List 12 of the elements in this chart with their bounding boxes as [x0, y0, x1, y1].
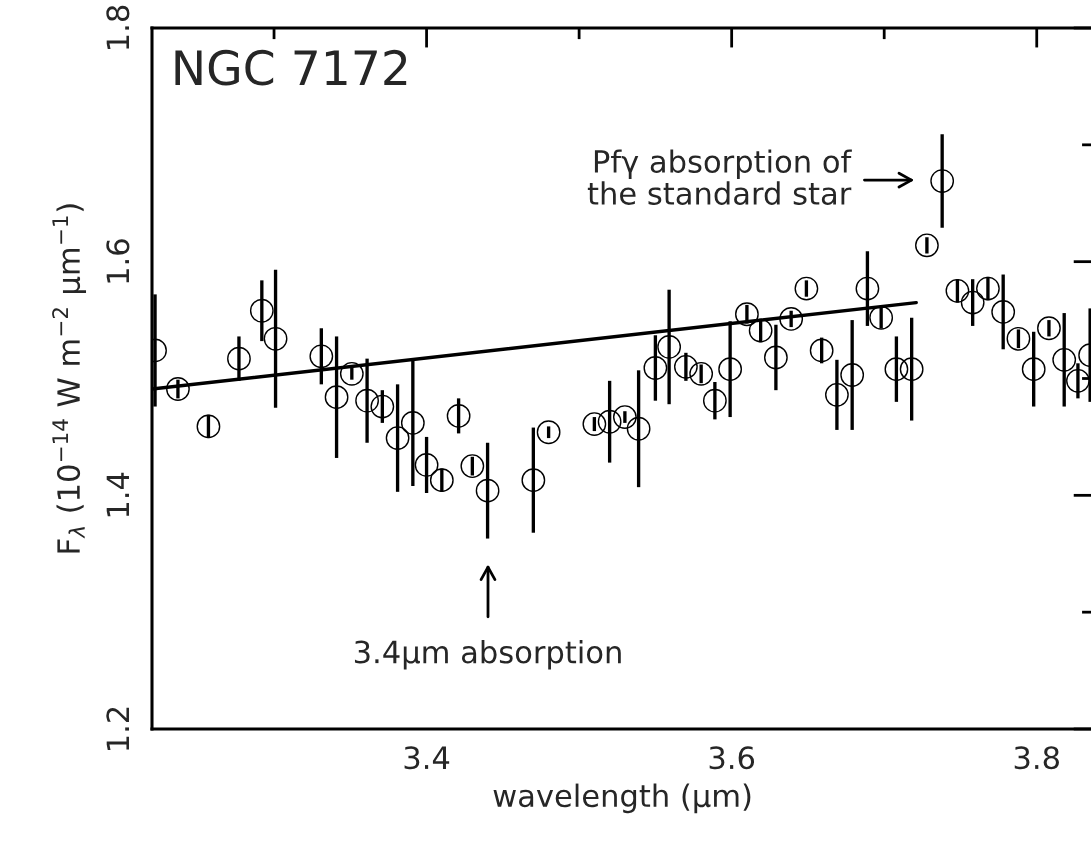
text: F$_{λ}$ (10$^{−14}$ W m$^{−2}$ μm$^{−1}$)	[52, 204, 87, 553]
y-tick-label: 1.8	[106, 5, 130, 49]
x-tick-label: 3.4	[404, 746, 450, 770]
y-tick-label: 1.4	[106, 472, 129, 517]
annotation: 3.4μm absorption	[354, 639, 621, 670]
annotation: NGC 7172	[175, 49, 407, 86]
annotation: Pfγ absorption of the standard star	[587, 149, 852, 205]
y-tick-label: 1.2	[106, 707, 129, 750]
x-tick-label: 3.6	[709, 746, 755, 770]
x-axis-title: wavelength (μm)	[493, 783, 751, 814]
y-tick-label: 1.6	[106, 239, 130, 283]
x-tick-label: 3.8	[1014, 746, 1059, 770]
